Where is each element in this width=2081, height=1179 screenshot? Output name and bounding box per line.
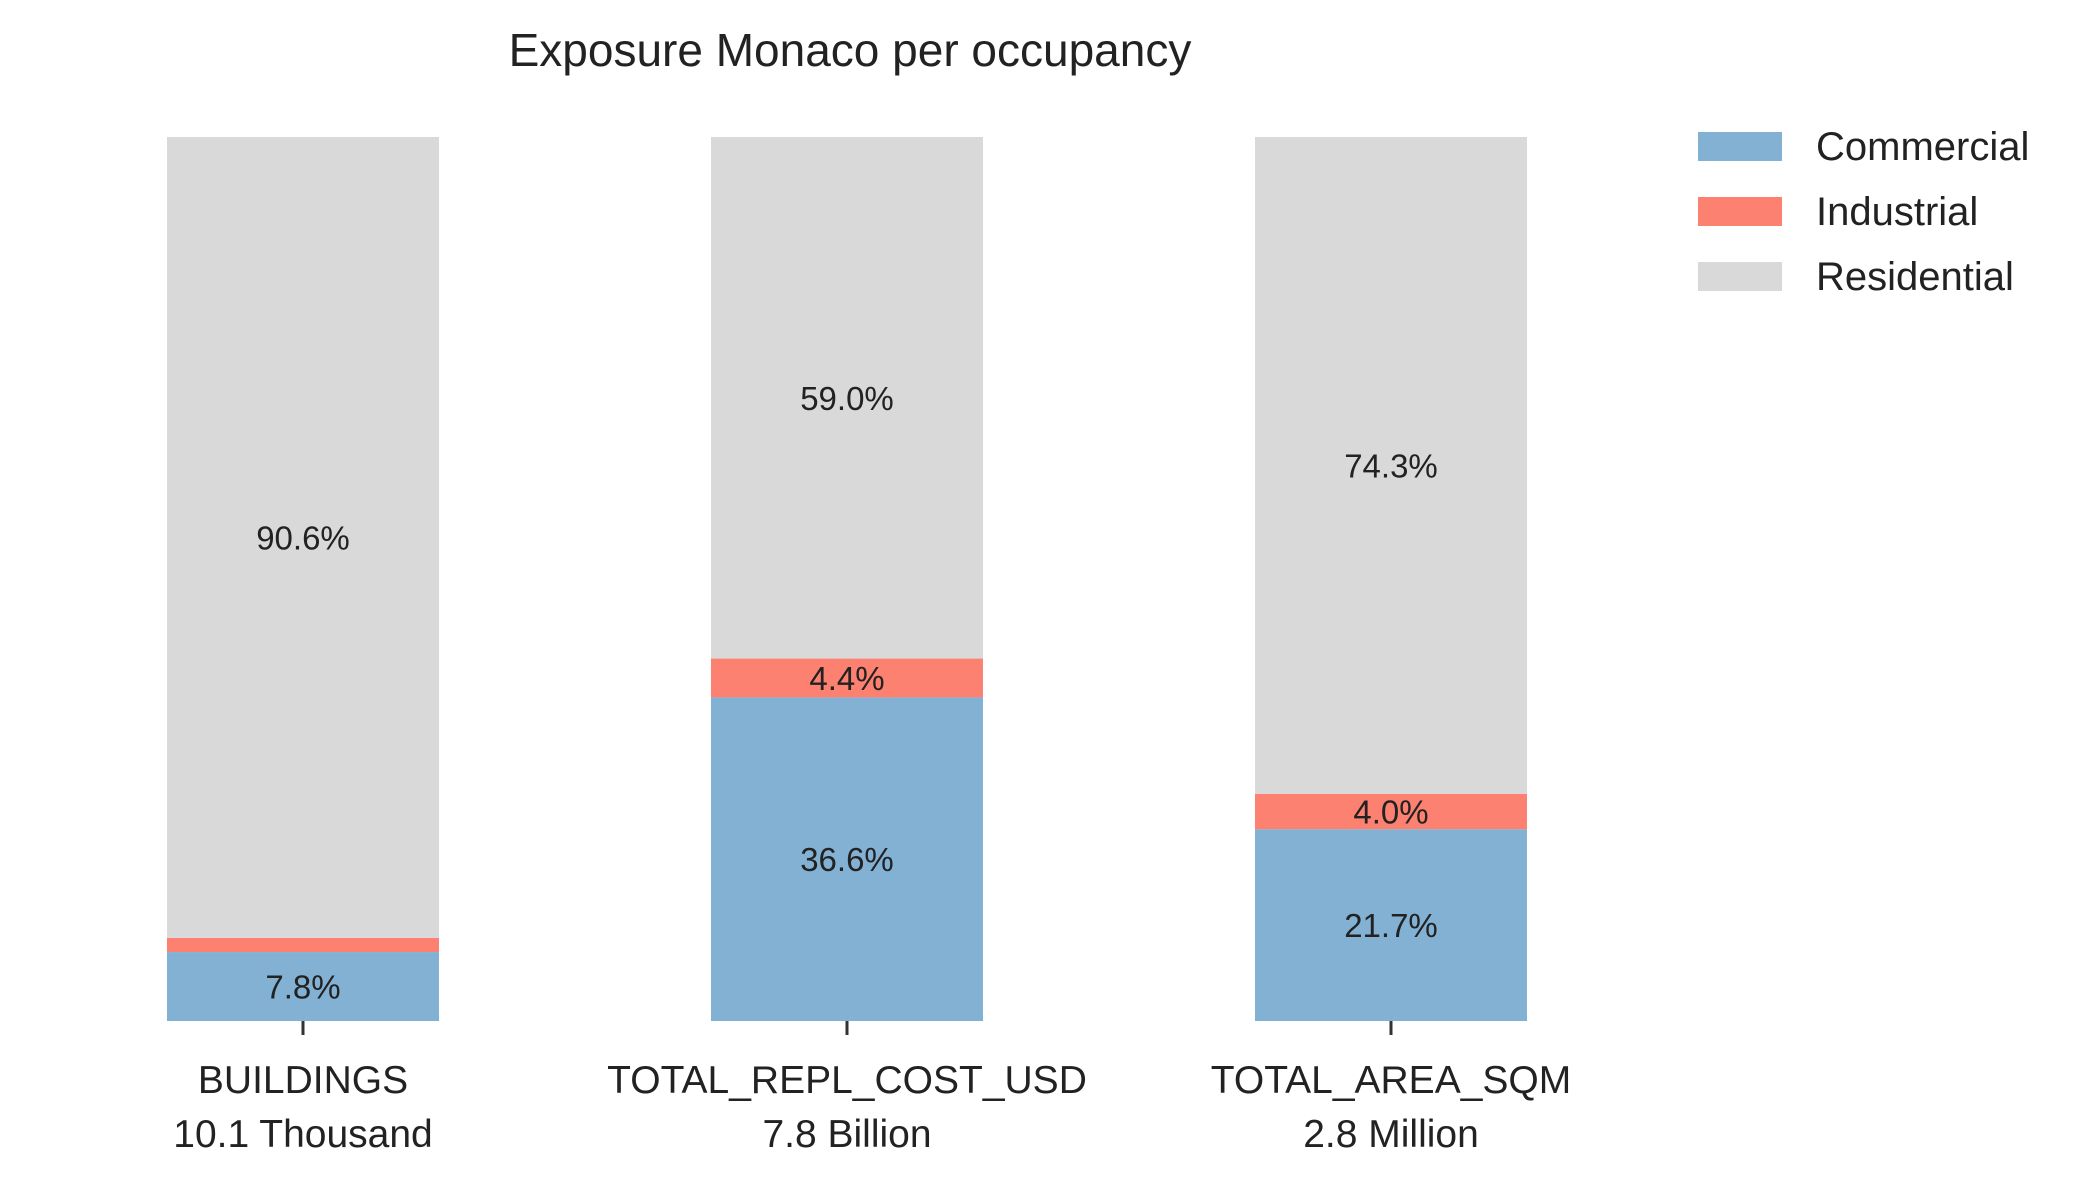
x-tick-label: TOTAL_REPL_COST_USD [607, 1059, 1087, 1102]
data-label-industrial-total_repl_cost_usd: 4.4% [809, 660, 884, 697]
bar-commercial-total_repl_cost_usd [711, 697, 983, 1021]
x-tick-total-label: 2.8 Million [1303, 1113, 1479, 1156]
legend-label-commercial: Commercial [1816, 125, 2029, 169]
x-tick-total-label: 7.8 Billion [762, 1113, 931, 1156]
bar-commercial-total_area_sqm [1255, 829, 1527, 1021]
x-tick-total-label: 10.1 Thousand [173, 1113, 433, 1156]
chart-title: Exposure Monaco per occupancy [509, 24, 1192, 76]
data-label-residential-total_repl_cost_usd: 59.0% [800, 380, 894, 417]
bar-industrial-buildings [167, 937, 439, 953]
bar-industrial-total_repl_cost_usd [711, 658, 983, 698]
x-tick-label: TOTAL_AREA_SQM [1211, 1059, 1572, 1102]
legend-swatch-commercial [1698, 132, 1782, 161]
legend-label-industrial: Industrial [1816, 190, 1978, 234]
data-label-residential-total_area_sqm: 74.3% [1344, 447, 1438, 484]
legend-label-residential: Residential [1816, 255, 2014, 299]
x-axis: BUILDINGS 10.1 Thousand TOTAL_REPL_COST_US… [173, 1021, 1571, 1156]
bar-residential-total_area_sqm [1255, 137, 1527, 794]
bar-residential-total_repl_cost_usd [711, 137, 983, 659]
bar-commercial-buildings [167, 952, 439, 1021]
data-label-commercial-total_area_sqm: 21.7% [1344, 907, 1438, 944]
data-label-industrial-total_area_sqm: 4.0% [1353, 793, 1428, 830]
data-label-commercial-total_repl_cost_usd: 36.6% [800, 841, 894, 878]
bar-industrial-total_area_sqm [1255, 793, 1527, 830]
legend-swatch-residential [1698, 262, 1782, 291]
data-labels-layer: 7.8% 90.6% 36.6% 4.4% 59.0% 21.7% 4.0% 74.3% [256, 380, 1438, 1006]
bar-residential-buildings [167, 137, 439, 938]
x-tick-label: BUILDINGS [198, 1059, 408, 1102]
bars-layer [167, 137, 1527, 1021]
data-label-residential-buildings: 90.6% [256, 519, 350, 556]
data-label-commercial-buildings: 7.8% [265, 969, 340, 1006]
legend-swatch-industrial [1698, 197, 1782, 226]
legend: Commercial Industrial Residential [1698, 125, 2029, 299]
